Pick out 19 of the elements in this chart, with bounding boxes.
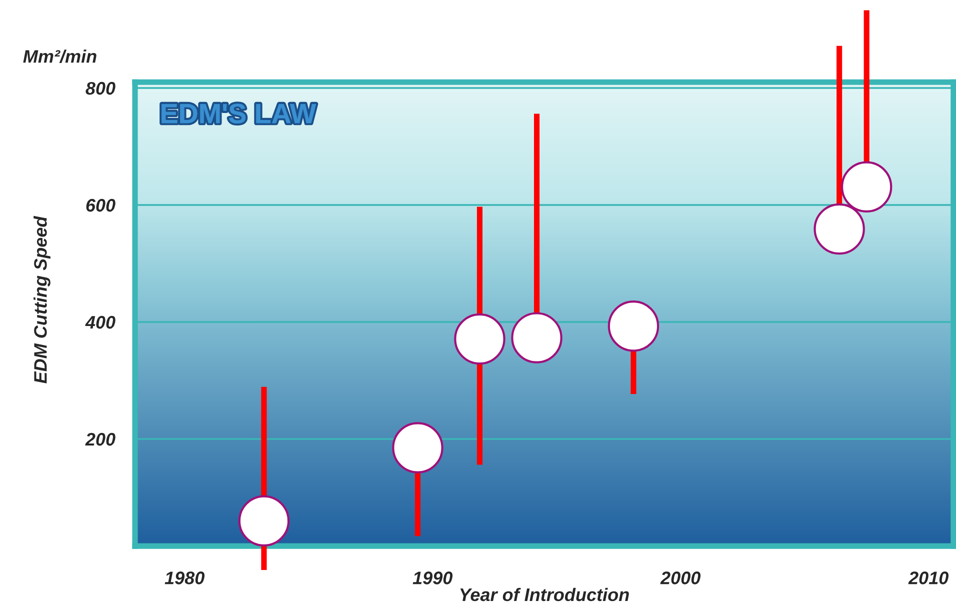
point <box>841 161 892 212</box>
y-tick-label: 200 <box>85 432 116 446</box>
point <box>392 422 444 474</box>
y-tick-label: 400 <box>85 316 116 329</box>
text: EDM'S LAW <box>162 104 316 124</box>
text: Mm²/min <box>23 50 96 64</box>
y-tick-label: 600 <box>86 198 116 212</box>
point <box>454 313 506 365</box>
y-axis-title: EDM Cutting Speed <box>34 216 50 384</box>
x-axis-title: Year of Introduction <box>460 588 629 602</box>
point <box>814 203 865 255</box>
point <box>608 300 660 352</box>
x-tick-label: 2010 <box>908 572 949 584</box>
x-tick-label: 1980 <box>164 572 205 584</box>
x-tick-label: 1990 <box>412 572 453 584</box>
point <box>238 495 290 546</box>
x-tick-label: 2000 <box>660 572 701 584</box>
y-tick-label: 800 <box>86 82 116 95</box>
point <box>511 312 562 364</box>
